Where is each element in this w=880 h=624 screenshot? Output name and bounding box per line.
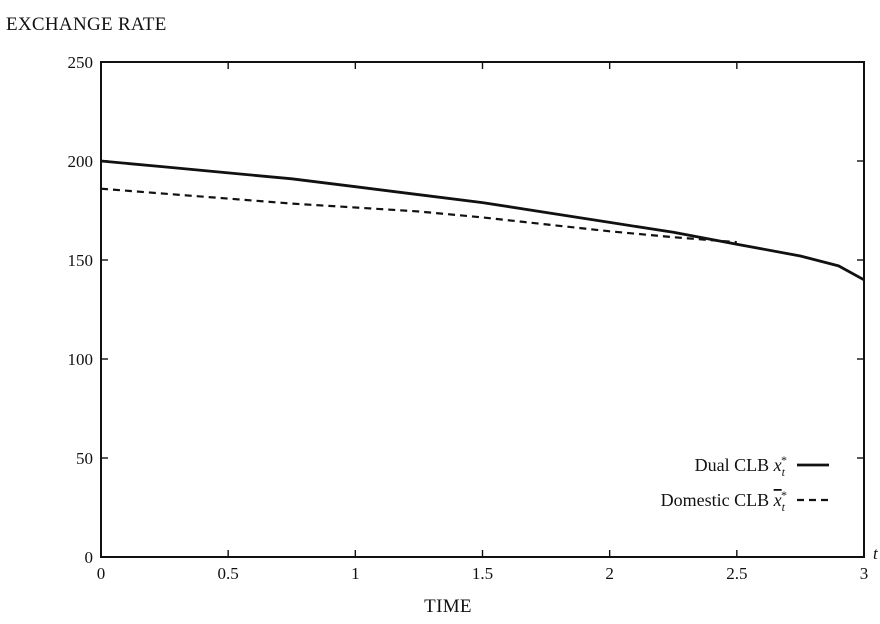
series-line-1 <box>100 159 865 282</box>
x-tick-label: 2 <box>605 564 614 583</box>
x-axis-end-label: t <box>873 544 878 563</box>
tick-labels: 0 0.5 1 1.5 2 2.5 3 0 50 100 150 200 250 <box>68 53 869 583</box>
y-tick-label: 50 <box>76 449 93 468</box>
x-tick-label: 0 <box>97 564 106 583</box>
x-tick-label: 3 <box>860 564 869 583</box>
series-layer <box>100 159 865 282</box>
x-axis-title: TIME <box>424 596 472 617</box>
x-tick-label: 0.5 <box>218 564 239 583</box>
y-axis-title: EXCHANGE RATE <box>6 14 167 35</box>
legend-label-2: Domestic CLB xt* <box>661 488 787 514</box>
x-tick-label: 2.5 <box>726 564 747 583</box>
y-tick-label: 200 <box>68 152 94 171</box>
plot-frame <box>100 61 865 558</box>
y-tick-label: 250 <box>68 53 94 72</box>
x-tick-label: 1.5 <box>472 564 493 583</box>
series-line-2 <box>100 187 737 244</box>
y-tick-label: 0 <box>85 548 94 567</box>
x-tick-label: 1 <box>351 564 360 583</box>
y-tick-label: 100 <box>68 350 94 369</box>
legend-label-1: Dual CLB xt* <box>695 453 787 479</box>
legend: Dual CLB xt* Domestic CLB xt* <box>661 453 829 514</box>
y-tick-label: 150 <box>68 251 94 270</box>
axis-ticks <box>100 61 865 558</box>
